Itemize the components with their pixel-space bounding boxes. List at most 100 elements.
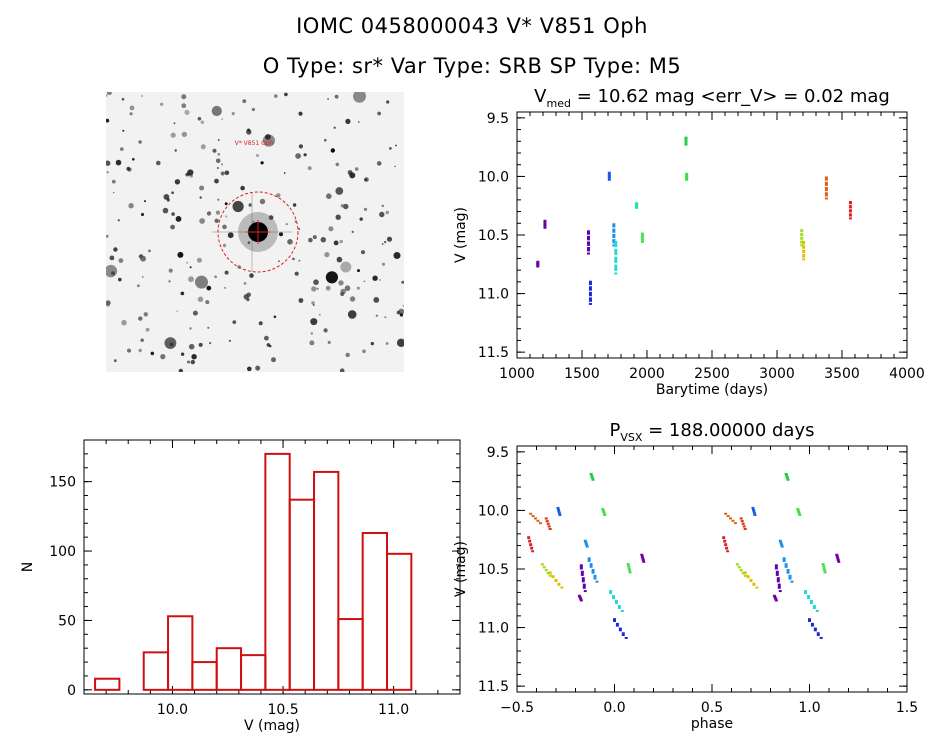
- star: [178, 368, 183, 372]
- star: [106, 160, 111, 166]
- star: [206, 211, 212, 216]
- star: [177, 251, 184, 258]
- star: [328, 226, 334, 232]
- star: [310, 332, 313, 335]
- star: [217, 198, 220, 201]
- star: [349, 172, 356, 179]
- star: [128, 203, 134, 209]
- x-tick-label: 0.0: [603, 700, 625, 716]
- star: [207, 326, 210, 329]
- star: [222, 243, 227, 248]
- star: [214, 275, 217, 279]
- star: [189, 266, 192, 269]
- star: [347, 310, 357, 319]
- phased-ylabel: V (mag): [453, 541, 469, 597]
- star: [333, 126, 336, 129]
- star: [373, 297, 380, 303]
- star: [214, 218, 219, 223]
- star: [171, 191, 174, 194]
- star: [138, 316, 143, 321]
- star: [205, 300, 210, 305]
- star: [313, 304, 315, 306]
- star: [386, 100, 390, 104]
- star: [148, 249, 151, 253]
- star: [295, 153, 301, 159]
- star: [120, 147, 124, 151]
- x-tick-label: 11.0: [378, 702, 409, 718]
- star: [340, 204, 345, 208]
- star: [298, 111, 303, 116]
- phased-xlabel: phase: [691, 716, 733, 732]
- star: [129, 112, 133, 116]
- star: [224, 170, 230, 176]
- star: [137, 284, 140, 288]
- star: [181, 103, 187, 109]
- star: [191, 354, 197, 360]
- star: [359, 217, 363, 221]
- star: [118, 258, 124, 263]
- star: [307, 166, 312, 171]
- star: [259, 198, 266, 205]
- star: [140, 255, 146, 262]
- lightcurve-frame: [516, 111, 908, 359]
- star: [220, 171, 225, 176]
- star: [252, 220, 255, 223]
- star: [174, 149, 177, 152]
- star: [122, 129, 125, 132]
- star: [180, 352, 185, 356]
- star: [309, 340, 315, 346]
- y-tick-label: 10.5: [478, 562, 509, 578]
- star: [375, 314, 378, 317]
- star: [396, 310, 401, 315]
- histogram-bar: [337, 618, 364, 691]
- star: [310, 318, 318, 326]
- histogram-bar: [386, 552, 413, 691]
- star: [115, 159, 122, 166]
- histogram-bar: [313, 470, 340, 691]
- star: [325, 285, 331, 291]
- star: [298, 259, 301, 262]
- star: [192, 310, 198, 316]
- phased-title: PVSX = 188.00000 days: [610, 420, 815, 444]
- star: [360, 250, 366, 255]
- star: [313, 279, 319, 285]
- histogram-bar: [240, 654, 267, 691]
- histogram-bar: [142, 651, 170, 691]
- star: [187, 169, 194, 176]
- star: [379, 279, 381, 281]
- star: [336, 256, 343, 263]
- star: [349, 296, 356, 302]
- y-tick-label: 11.0: [478, 621, 509, 637]
- star: [138, 140, 142, 144]
- star: [106, 171, 109, 174]
- star: [292, 203, 297, 207]
- star: [364, 177, 369, 182]
- star: [222, 224, 227, 230]
- star: [187, 360, 190, 364]
- x-tick-label: 4000: [889, 366, 925, 382]
- star: [246, 297, 250, 302]
- star: [287, 239, 293, 245]
- star: [273, 315, 277, 319]
- star: [129, 105, 135, 111]
- star: [197, 296, 204, 303]
- star: [362, 349, 366, 354]
- star: [357, 121, 360, 123]
- star: [284, 92, 288, 97]
- star: [271, 357, 276, 363]
- star: [258, 321, 263, 326]
- star: [283, 172, 286, 174]
- star: [106, 94, 108, 97]
- star: [138, 348, 142, 353]
- star: [168, 268, 173, 273]
- star: [162, 207, 169, 214]
- star: [180, 291, 185, 296]
- histogram-bar: [191, 661, 218, 691]
- star: [212, 148, 217, 153]
- y-tick-label: 0: [67, 683, 76, 699]
- lightcurve-ylabel: V (mag): [453, 207, 469, 263]
- star: [339, 239, 343, 244]
- histogram-bar: [361, 531, 389, 691]
- star: [330, 148, 335, 153]
- y-tick-label: 11.0: [478, 287, 509, 303]
